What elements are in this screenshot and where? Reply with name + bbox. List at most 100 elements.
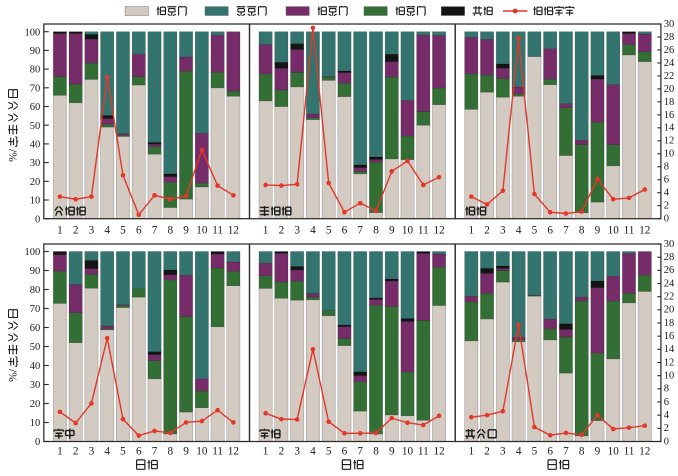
svg-text:2: 2 <box>664 423 669 434</box>
svg-text:4: 4 <box>104 225 110 237</box>
svg-text:9: 9 <box>183 225 189 237</box>
svg-text:7: 7 <box>357 225 363 237</box>
svg-text:7: 7 <box>563 445 569 457</box>
svg-text:0: 0 <box>664 214 669 225</box>
svg-text:/%: /% <box>6 149 18 162</box>
svg-text:2: 2 <box>484 225 490 237</box>
svg-text:11: 11 <box>624 225 635 237</box>
svg-text:22: 22 <box>664 292 675 303</box>
svg-text:16: 16 <box>664 110 675 121</box>
svg-text:50: 50 <box>30 121 41 132</box>
svg-text:1: 1 <box>263 225 269 237</box>
svg-text:12: 12 <box>639 445 650 457</box>
svg-text:11: 11 <box>624 445 635 457</box>
svg-text:8: 8 <box>167 445 173 457</box>
svg-text:9: 9 <box>595 225 601 237</box>
svg-text:60: 60 <box>30 323 41 334</box>
svg-text:2: 2 <box>279 225 285 237</box>
svg-text:8: 8 <box>167 225 173 237</box>
svg-text:1: 1 <box>57 225 63 237</box>
svg-text:12: 12 <box>664 136 675 147</box>
svg-text:11: 11 <box>212 445 223 457</box>
svg-text:70: 70 <box>30 83 41 94</box>
svg-text:14: 14 <box>664 344 675 355</box>
svg-text:30: 30 <box>664 19 675 30</box>
svg-text:10: 10 <box>402 445 414 457</box>
svg-text:1: 1 <box>57 445 63 457</box>
svg-text:5: 5 <box>120 225 126 237</box>
svg-text:80: 80 <box>30 285 41 296</box>
svg-text:11: 11 <box>212 225 223 237</box>
svg-text:9: 9 <box>389 445 395 457</box>
svg-text:90: 90 <box>30 46 41 57</box>
svg-text:100: 100 <box>24 27 40 38</box>
svg-text:10: 10 <box>196 445 208 457</box>
svg-text:3: 3 <box>500 445 506 457</box>
svg-text:4: 4 <box>664 410 670 421</box>
svg-text:10: 10 <box>30 418 41 429</box>
svg-text:22: 22 <box>664 71 675 82</box>
svg-text:2: 2 <box>279 445 285 457</box>
svg-text:24: 24 <box>664 58 675 69</box>
svg-text:7: 7 <box>357 445 363 457</box>
svg-text:2: 2 <box>664 201 669 212</box>
svg-text:20: 20 <box>30 177 41 188</box>
svg-text:10: 10 <box>30 196 41 207</box>
svg-text:5: 5 <box>532 225 538 237</box>
svg-text:26: 26 <box>664 45 675 56</box>
svg-text:7: 7 <box>152 445 158 457</box>
svg-text:60: 60 <box>30 102 41 113</box>
svg-text:11: 11 <box>418 445 429 457</box>
svg-text:2: 2 <box>73 225 79 237</box>
svg-text:7: 7 <box>563 225 569 237</box>
svg-text:24: 24 <box>664 278 675 289</box>
svg-text:70: 70 <box>30 304 41 315</box>
svg-text:3: 3 <box>89 225 95 237</box>
svg-text:6: 6 <box>136 225 142 237</box>
svg-text:80: 80 <box>30 65 41 76</box>
svg-text:30: 30 <box>30 158 41 169</box>
svg-text:10: 10 <box>402 225 414 237</box>
svg-text:20: 20 <box>664 305 675 316</box>
svg-text:6: 6 <box>342 225 348 237</box>
svg-text:3: 3 <box>294 445 300 457</box>
svg-text:4: 4 <box>516 445 522 457</box>
svg-text:9: 9 <box>183 445 189 457</box>
svg-text:18: 18 <box>664 97 675 108</box>
svg-text:30: 30 <box>664 239 675 250</box>
svg-text:8: 8 <box>664 162 669 173</box>
svg-text:6: 6 <box>547 225 553 237</box>
svg-text:90: 90 <box>30 266 41 277</box>
svg-text:50: 50 <box>30 342 41 353</box>
svg-text:12: 12 <box>433 445 444 457</box>
svg-text:4: 4 <box>310 225 316 237</box>
svg-text:3: 3 <box>500 225 506 237</box>
svg-text:5: 5 <box>120 445 126 457</box>
svg-text:1: 1 <box>469 225 475 237</box>
svg-text:5: 5 <box>532 445 538 457</box>
svg-text:8: 8 <box>373 225 379 237</box>
svg-text:4: 4 <box>516 225 522 237</box>
svg-text:16: 16 <box>664 331 675 342</box>
svg-text:4: 4 <box>310 445 316 457</box>
svg-text:0: 0 <box>35 437 40 448</box>
svg-text:9: 9 <box>595 445 601 457</box>
svg-text:12: 12 <box>228 225 239 237</box>
svg-text:40: 40 <box>30 140 41 151</box>
svg-text:100: 100 <box>24 247 40 258</box>
svg-text:10: 10 <box>196 225 208 237</box>
svg-text:2: 2 <box>484 445 490 457</box>
svg-text:40: 40 <box>30 361 41 372</box>
svg-text:8: 8 <box>579 445 585 457</box>
svg-text:26: 26 <box>664 265 675 276</box>
svg-text:18: 18 <box>664 318 675 329</box>
svg-text:10: 10 <box>608 445 620 457</box>
svg-text:6: 6 <box>664 175 669 186</box>
svg-text:12: 12 <box>228 445 239 457</box>
svg-text:10: 10 <box>664 149 675 160</box>
svg-text:10: 10 <box>608 225 620 237</box>
svg-text:6: 6 <box>136 445 142 457</box>
svg-text:1: 1 <box>469 445 475 457</box>
svg-text:6: 6 <box>547 445 553 457</box>
svg-text:14: 14 <box>664 123 675 134</box>
